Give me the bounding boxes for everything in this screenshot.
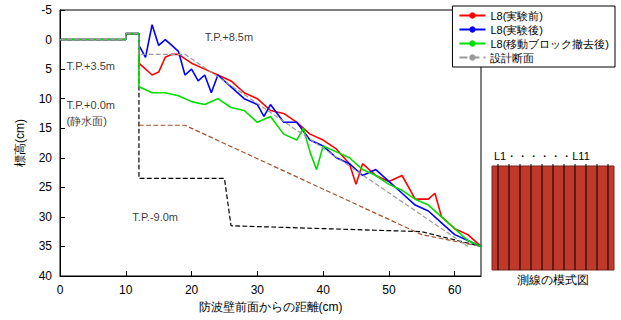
svg-text:L8(実験後): L8(実験後)	[490, 24, 543, 36]
svg-text:20: 20	[185, 283, 199, 297]
svg-text:L8(移動ブロック撤去後): L8(移動ブロック撤去後)	[490, 38, 609, 50]
svg-text:10: 10	[39, 92, 53, 106]
svg-text:L1・・・・・・L11: L1・・・・・・L11	[494, 150, 590, 162]
svg-text:20: 20	[39, 151, 53, 165]
svg-text:0: 0	[57, 283, 64, 297]
svg-text:測線の模式図: 測線の模式図	[517, 273, 589, 287]
svg-text:T.P.-9.0m: T.P.-9.0m	[132, 211, 178, 223]
svg-text:30: 30	[251, 283, 265, 297]
svg-text:L8(実験前): L8(実験前)	[490, 10, 543, 22]
svg-text:T.P.+8.5m: T.P.+8.5m	[205, 31, 253, 43]
svg-text:40: 40	[316, 283, 330, 297]
svg-text:T.P.+0.0m: T.P.+0.0m	[67, 99, 115, 111]
svg-text:-5: -5	[41, 3, 52, 17]
svg-text:標高(cm): 標高(cm)	[13, 119, 27, 167]
svg-text:5: 5	[45, 62, 52, 76]
svg-text:0: 0	[45, 33, 52, 47]
svg-text:(静水面): (静水面)	[67, 115, 107, 127]
svg-text:35: 35	[39, 239, 53, 253]
svg-text:60: 60	[448, 283, 462, 297]
svg-text:50: 50	[382, 283, 396, 297]
svg-text:40: 40	[39, 269, 53, 283]
svg-text:10: 10	[119, 283, 133, 297]
svg-text:T.P.+3.5m: T.P.+3.5m	[67, 60, 115, 72]
svg-text:防波壁前面からの距離(cm): 防波壁前面からの距離(cm)	[199, 300, 343, 314]
svg-text:15: 15	[39, 121, 53, 135]
svg-text:設計断面: 設計断面	[490, 52, 534, 64]
svg-text:30: 30	[39, 210, 53, 224]
svg-text:25: 25	[39, 180, 53, 194]
